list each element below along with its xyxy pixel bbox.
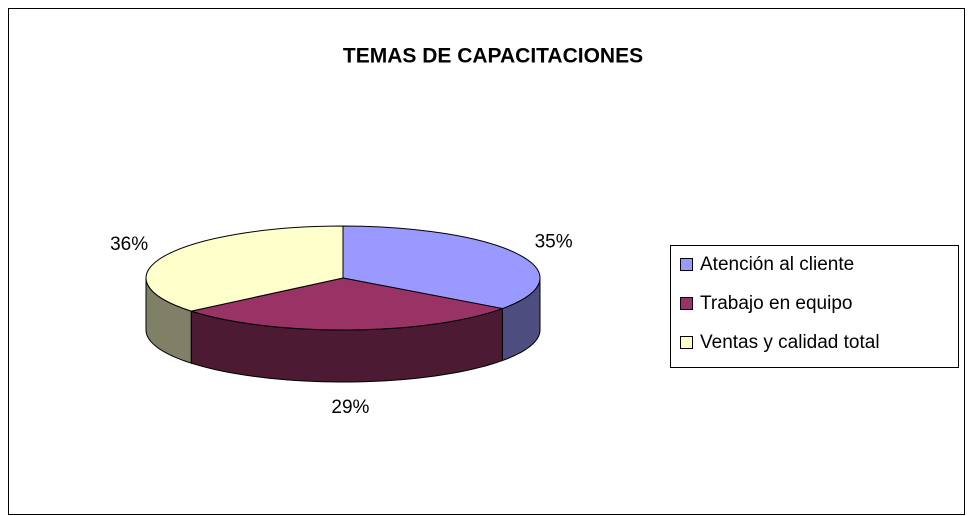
data-label: 35%: [535, 232, 573, 253]
slice: [342, 225, 541, 310]
legend-swatch: [680, 258, 693, 271]
slice: [145, 225, 344, 312]
data-label: 29%: [331, 397, 369, 418]
legend-label: Trabajo en equipo: [700, 293, 852, 314]
slice: [189, 277, 505, 331]
chart-title: TEMAS DE CAPACITACIONES: [343, 45, 643, 68]
legend-swatch: [680, 297, 693, 310]
legend-label: Atención al cliente: [700, 254, 854, 275]
legend-box: [670, 245, 959, 368]
legend-swatch: [680, 336, 693, 349]
legend-label: Ventas y calidad total: [700, 332, 880, 353]
data-label: 36%: [110, 234, 148, 255]
